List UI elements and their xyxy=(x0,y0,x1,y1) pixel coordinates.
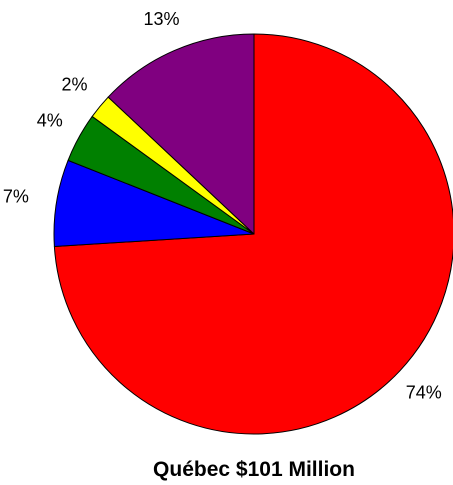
pie-slice xyxy=(53,33,453,435)
pie-slice xyxy=(107,33,255,235)
chart-title: Québec $101 Million xyxy=(153,458,355,481)
pie-slices xyxy=(53,33,453,435)
slice-percent-label: 74% xyxy=(406,382,442,402)
pie-labels: 74% 7% 4% 2% 13% xyxy=(3,9,442,402)
slice-percent-label: 7% xyxy=(3,186,29,206)
slice-percent-label: 13% xyxy=(143,9,179,29)
slice-percent-label: 2% xyxy=(61,74,87,94)
slice-percent-label: 4% xyxy=(37,111,63,131)
